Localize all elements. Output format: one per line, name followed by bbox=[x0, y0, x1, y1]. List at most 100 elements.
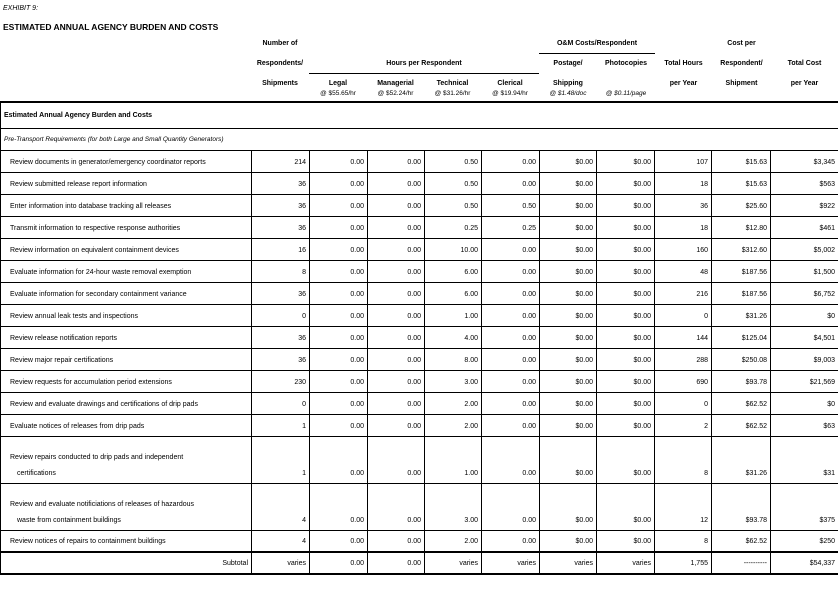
row-label: Review and evaluate drawings and certifi… bbox=[0, 391, 252, 415]
header-line: Total Cost bbox=[787, 60, 822, 67]
row-label: Evaluate notices of releases from drip p… bbox=[0, 413, 252, 437]
row-label: Review requests for accumulation period … bbox=[0, 369, 252, 393]
row-label: Review major repair certifications bbox=[0, 347, 252, 371]
header-line: Postage/ bbox=[553, 60, 583, 67]
table-row: Review documents in generator/emergency … bbox=[0, 149, 838, 173]
cell-value: 3.00 bbox=[424, 369, 482, 393]
cell-value: 0.00 bbox=[367, 303, 425, 327]
cell-value: $0.00 bbox=[539, 347, 597, 371]
clerical-header: Clerical bbox=[497, 80, 523, 87]
table-row: Review notices of repairs to containment… bbox=[0, 529, 838, 553]
subtotal-value: varies bbox=[251, 551, 310, 575]
row-label-line: Review submitted release report informat… bbox=[10, 180, 147, 188]
section-row: Estimated Annual Agency Burden and Costs bbox=[0, 101, 838, 129]
cell-value: 1 bbox=[251, 435, 310, 484]
subtotal-value: 0.00 bbox=[367, 551, 425, 575]
cell-value: $0.00 bbox=[539, 529, 597, 553]
cell-value: $4,501 bbox=[769, 325, 838, 349]
cell-value: 6.00 bbox=[424, 259, 482, 283]
cell-value: $0 bbox=[769, 391, 838, 415]
cell-value: $0.00 bbox=[539, 237, 597, 261]
row-label: Evaluate information for secondary conta… bbox=[0, 281, 252, 305]
cell-value: 1.00 bbox=[424, 303, 482, 327]
subtotal-value: 0.00 bbox=[309, 551, 368, 575]
row-label-line: Review release notification reports bbox=[10, 334, 117, 342]
section-title: Estimated Annual Agency Burden and Costs bbox=[0, 101, 838, 129]
cell-value: 0.25 bbox=[424, 215, 482, 239]
cell-value: 0.00 bbox=[481, 237, 540, 261]
cell-value: 36 bbox=[654, 193, 712, 217]
hours-group-header: Hours per Respondent bbox=[386, 60, 462, 67]
cell-value: 36 bbox=[251, 325, 310, 349]
row-label-line: Review information on equivalent contain… bbox=[10, 246, 179, 254]
row-label-line: Transmit information to respective respo… bbox=[10, 224, 181, 232]
table-row: Review repairs conducted to drip pads an… bbox=[0, 435, 838, 484]
table-row: Evaluate information for 24-hour waste r… bbox=[0, 259, 838, 283]
subtotal-value: ---------- bbox=[711, 551, 771, 575]
postage-header: Postage/ Shipping bbox=[539, 54, 597, 94]
cell-value: 0 bbox=[251, 391, 310, 415]
total-hours-header: Total Hours per Year bbox=[655, 54, 712, 94]
cell-value: $0.00 bbox=[596, 215, 655, 239]
cell-value: $0.00 bbox=[539, 369, 597, 393]
cell-value: 0.00 bbox=[367, 149, 425, 173]
cell-value: 4.00 bbox=[424, 325, 482, 349]
cell-value: $0.00 bbox=[596, 391, 655, 415]
respondents-header: Number of Respondents/ Shipments bbox=[251, 34, 309, 94]
cell-value: $0.00 bbox=[539, 303, 597, 327]
cell-value: $15.63 bbox=[711, 149, 771, 173]
cell-value: 0 bbox=[654, 391, 712, 415]
cell-value: 0.00 bbox=[481, 347, 540, 371]
row-label-line: Review documents in generator/emergency … bbox=[10, 158, 206, 166]
cell-value: 0.00 bbox=[481, 325, 540, 349]
table-row: Review information on equivalent contain… bbox=[0, 237, 838, 261]
cell-value: 3.00 bbox=[424, 482, 482, 531]
cell-value: 48 bbox=[654, 259, 712, 283]
cell-value: 36 bbox=[251, 171, 310, 195]
row-label-line: Review and evaluate drawings and certifi… bbox=[10, 400, 198, 408]
cell-value: 0.00 bbox=[309, 193, 368, 217]
row-label-line: Enter information into database tracking… bbox=[10, 202, 172, 210]
subtotal-value: varies bbox=[596, 551, 655, 575]
header-line: Shipments bbox=[262, 80, 298, 87]
cell-value: $0.00 bbox=[596, 347, 655, 371]
cell-value: 107 bbox=[654, 149, 712, 173]
cell-value: 4 bbox=[251, 529, 310, 553]
cell-value: $0.00 bbox=[539, 215, 597, 239]
table-row: Review and evaluate drawings and certifi… bbox=[0, 391, 838, 415]
cell-value: $21,569 bbox=[769, 369, 838, 393]
table-row: Enter information into database tracking… bbox=[0, 193, 838, 217]
cell-value: $461 bbox=[769, 215, 838, 239]
cell-value: 6.00 bbox=[424, 281, 482, 305]
rate-managerial: @ $52.24/hr bbox=[377, 90, 414, 97]
cell-value: $62.52 bbox=[711, 413, 771, 437]
row-label: Review and evaluate notificiations of re… bbox=[0, 482, 252, 531]
cell-value: 0.00 bbox=[309, 369, 368, 393]
rate-photocopies: @ $0.11/page bbox=[605, 90, 647, 97]
cell-value: 0.50 bbox=[424, 193, 482, 217]
cell-value: $563 bbox=[769, 171, 838, 195]
header-line: Respondent/ bbox=[720, 60, 763, 67]
table-row: Review and evaluate notificiations of re… bbox=[0, 482, 838, 531]
cell-value: 0.00 bbox=[367, 347, 425, 371]
cell-value: 36 bbox=[251, 347, 310, 371]
row-label: Review documents in generator/emergency … bbox=[0, 149, 252, 173]
cell-value: 0.00 bbox=[481, 303, 540, 327]
cell-value: 0.00 bbox=[367, 325, 425, 349]
row-label: Review repairs conducted to drip pads an… bbox=[0, 435, 252, 484]
subtotal-value: $54,337 bbox=[769, 551, 838, 575]
table-row: Review release notification reports 36 0.0… bbox=[0, 325, 838, 349]
row-label-line: Evaluate information for secondary conta… bbox=[10, 290, 187, 298]
cell-value: 0.00 bbox=[367, 529, 425, 553]
cell-value: $1,500 bbox=[769, 259, 838, 283]
cell-value: $0.00 bbox=[596, 259, 655, 283]
row-label-line: Review notices of repairs to containment… bbox=[10, 538, 166, 545]
cell-value: 0 bbox=[251, 303, 310, 327]
cell-value: $31 bbox=[769, 435, 838, 484]
row-label: Review annual leak tests and inspections bbox=[0, 303, 252, 327]
managerial-header: Managerial bbox=[377, 80, 414, 87]
row-label-line: Review requests for accumulation period … bbox=[10, 378, 172, 386]
row-label: Review release notification reports bbox=[0, 325, 252, 349]
cell-value: 0.00 bbox=[367, 435, 425, 484]
cell-value: 0.00 bbox=[367, 369, 425, 393]
